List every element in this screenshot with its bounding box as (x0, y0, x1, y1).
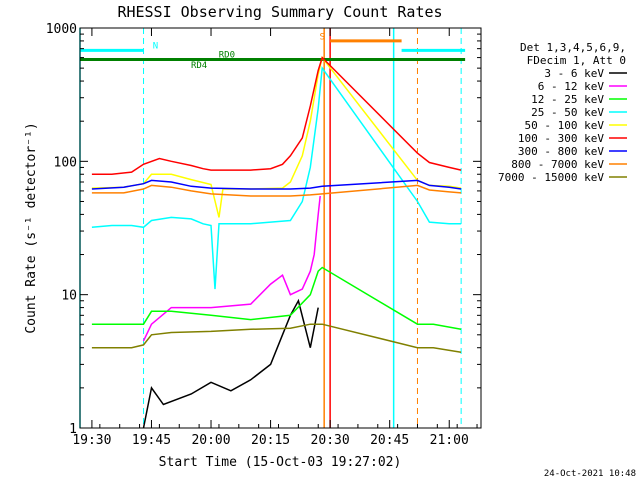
y-tick-label-2: 100 (54, 155, 77, 170)
legend: Det 1,3,4,5,6,9,FDecim 1, Att 03 - 6 keV… (498, 41, 627, 184)
series-line-4 (91, 55, 462, 218)
legend-header-0: Det 1,3,4,5,6,9, (520, 41, 626, 54)
x-tick-label-3: 20:15 (251, 433, 290, 448)
x-axis-label: Start Time (15-Oct-03 19:27:02) (159, 455, 402, 470)
x-tick-label-4: 20:30 (311, 433, 350, 448)
x-tick-label-0: 19:30 (72, 433, 111, 448)
y-axis-label: Count Rate (s⁻¹ detector⁻¹) (24, 122, 39, 333)
flag-lines: N RD0 RD4 S (79, 28, 466, 428)
legend-label-2: 12 - 25 keV (531, 93, 604, 106)
annotation-3: S (319, 32, 324, 42)
series-line-3 (91, 66, 462, 290)
x-tick-label-5: 20:45 (370, 433, 409, 448)
y-tick-label-0: 1 (69, 422, 77, 437)
chart-title: RHESSI Observing Summary Count Rates (117, 3, 442, 21)
legend-label-7: 800 - 7000 keV (511, 158, 604, 171)
y-tick-label-3: 1000 (46, 22, 77, 37)
legend-label-8: 7000 - 15000 keV (498, 171, 604, 184)
legend-label-1: 6 - 12 keV (538, 80, 605, 93)
timestamp: 24-Oct-2021 10:48 (544, 469, 636, 479)
legend-label-6: 300 - 800 keV (518, 145, 604, 158)
series-line-1 (142, 195, 321, 342)
annotation-0: N (153, 42, 158, 52)
legend-label-3: 25 - 50 keV (531, 106, 604, 119)
series-layer (91, 55, 462, 429)
series-line-5 (91, 56, 462, 176)
axes: 19:30 19:45 20:00 20:15 20:30 20:45 21:00 1 10 10… (46, 22, 481, 448)
y-tick-label-1: 10 (61, 289, 77, 304)
legend-label-5: 100 - 300 keV (518, 132, 604, 145)
x-tick-label-1: 19:45 (132, 433, 171, 448)
annotation-1: RD0 (219, 51, 235, 61)
legend-label-0: 3 - 6 keV (544, 67, 604, 80)
series-line-0 (142, 298, 319, 429)
legend-label-4: 50 - 100 keV (525, 119, 605, 132)
series-line-7 (91, 184, 462, 197)
series-line-6 (91, 179, 462, 190)
plot-frame (79, 27, 482, 429)
x-tick-label-2: 20:00 (191, 433, 230, 448)
series-line-2 (91, 266, 462, 331)
annotation-2: RD4 (191, 61, 207, 71)
legend-header-1: FDecim 1, Att 0 (527, 54, 626, 67)
x-tick-label-6: 21:00 (430, 433, 469, 448)
series-line-8 (91, 323, 462, 353)
